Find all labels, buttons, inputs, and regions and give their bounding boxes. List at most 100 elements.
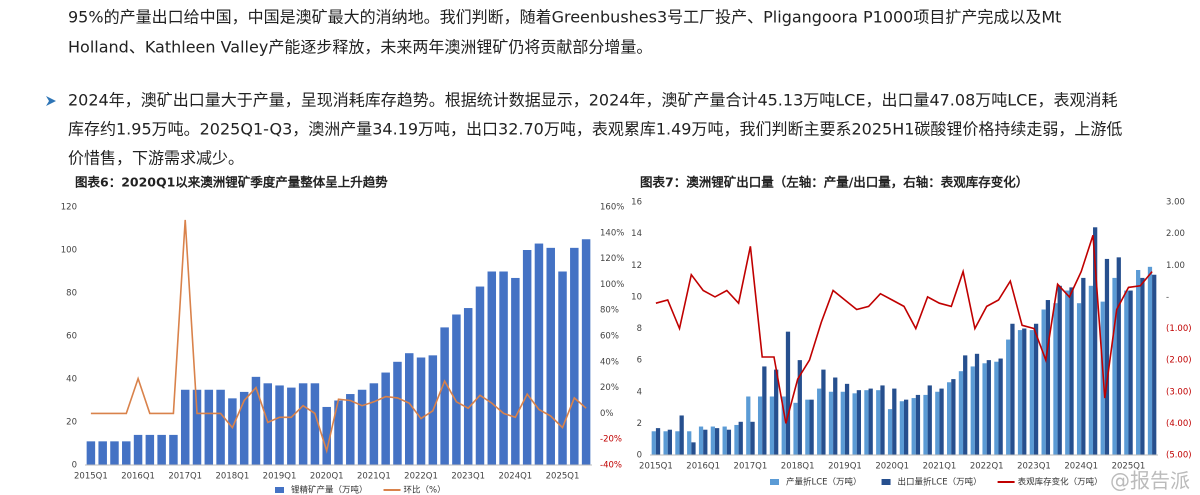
bar bbox=[663, 431, 668, 455]
x-tick-label: 2019Q1 bbox=[263, 472, 297, 482]
bar bbox=[840, 391, 845, 455]
y2-tick-label: -40% bbox=[600, 461, 622, 471]
bar bbox=[974, 353, 980, 455]
chart-title: 图表6：2020Q1以来澳洲锂矿季度产量整体呈上升趋势 bbox=[75, 175, 388, 190]
bar bbox=[864, 390, 869, 455]
x-tick-label: 2021Q1 bbox=[923, 462, 957, 472]
bar bbox=[939, 388, 944, 455]
x-tick-label: 2023Q1 bbox=[451, 472, 485, 482]
bar bbox=[1104, 258, 1110, 455]
bar bbox=[947, 382, 952, 455]
bar bbox=[880, 385, 885, 455]
x-tick-label: 2016Q1 bbox=[686, 462, 720, 472]
bar bbox=[1057, 285, 1062, 455]
legend-label: 锂精矿产量（万吨） bbox=[291, 485, 368, 495]
bar bbox=[1076, 303, 1082, 455]
bar bbox=[1065, 290, 1070, 455]
bar bbox=[381, 372, 390, 465]
bar bbox=[346, 394, 355, 465]
x-tick-label: 2025Q1 bbox=[546, 472, 580, 482]
paragraph-line: 价惜售，下游需求减少。 bbox=[68, 149, 244, 168]
bar bbox=[844, 383, 850, 455]
bar bbox=[1088, 285, 1094, 455]
y2-tick-label: - bbox=[1166, 292, 1169, 302]
bar bbox=[1017, 330, 1023, 455]
bar bbox=[393, 361, 402, 465]
bar bbox=[334, 400, 343, 465]
bar bbox=[263, 383, 273, 465]
bar bbox=[698, 426, 704, 455]
y2-tick-label: 2.00 bbox=[1166, 229, 1185, 239]
bar bbox=[86, 441, 96, 465]
bar bbox=[734, 424, 739, 455]
bar bbox=[722, 426, 727, 455]
watermark: @报告派 bbox=[1110, 469, 1190, 493]
bar bbox=[797, 360, 802, 455]
bar bbox=[821, 369, 826, 455]
y-tick-label: 20 bbox=[66, 418, 77, 428]
bar bbox=[463, 308, 473, 465]
x-tick-label: 2024Q1 bbox=[1064, 462, 1098, 472]
bar bbox=[511, 277, 520, 465]
bar bbox=[157, 434, 166, 465]
bar bbox=[781, 396, 786, 455]
line-series bbox=[655, 234, 1153, 424]
y-tick-label: 12 bbox=[631, 261, 642, 271]
bar bbox=[817, 388, 822, 455]
paragraph-line: 库存约1.95万吨。2025Q1-Q3，澳洲产量34.19万吨，出口32.70万… bbox=[68, 120, 1122, 139]
bar bbox=[785, 331, 791, 455]
bar bbox=[499, 271, 508, 465]
y2-tick-label: -20% bbox=[600, 435, 622, 445]
line-series bbox=[90, 219, 587, 454]
bar bbox=[970, 366, 975, 455]
bar bbox=[1010, 323, 1015, 455]
bar bbox=[769, 396, 775, 455]
y2-tick-label: (2.00) bbox=[1166, 356, 1192, 366]
y-tick-label: 16 bbox=[631, 198, 642, 208]
bar bbox=[892, 388, 897, 455]
bar bbox=[487, 271, 497, 465]
bar bbox=[691, 442, 696, 455]
bar bbox=[322, 406, 331, 465]
y2-tick-label: (1.00) bbox=[1166, 324, 1192, 334]
bar bbox=[899, 401, 904, 455]
bar bbox=[774, 369, 779, 455]
bar bbox=[1147, 266, 1153, 455]
bar bbox=[452, 314, 461, 465]
bar bbox=[793, 402, 798, 455]
y2-tick-label: 100% bbox=[600, 280, 624, 290]
bar bbox=[287, 387, 296, 465]
legend-label: 产量折LCE（万吨） bbox=[786, 477, 862, 488]
legend-swatch bbox=[275, 487, 284, 493]
bar bbox=[951, 379, 956, 455]
y2-tick-label: 60% bbox=[600, 332, 619, 342]
y-tick-label: 10 bbox=[631, 292, 642, 302]
bar bbox=[204, 389, 214, 465]
legend-label: 环比（%） bbox=[404, 485, 446, 495]
bar bbox=[475, 286, 485, 465]
y2-tick-label: (3.00) bbox=[1166, 387, 1192, 397]
y-tick-label: 100 bbox=[61, 246, 77, 256]
bar bbox=[298, 383, 308, 465]
x-tick-label: 2015Q1 bbox=[639, 462, 673, 472]
y-tick-label: 8 bbox=[637, 324, 642, 334]
bar bbox=[809, 399, 814, 455]
x-tick-label: 2017Q1 bbox=[734, 462, 768, 472]
x-tick-label: 2022Q1 bbox=[404, 472, 438, 482]
bar bbox=[1053, 303, 1058, 455]
legend-label: 表观库存变化（万吨） bbox=[1018, 477, 1103, 488]
bar bbox=[1022, 328, 1027, 455]
bar bbox=[404, 353, 414, 465]
bar bbox=[1116, 257, 1121, 455]
bar bbox=[110, 441, 119, 465]
bar bbox=[1136, 269, 1141, 455]
x-tick-label: 2023Q1 bbox=[1017, 462, 1051, 472]
bar bbox=[805, 399, 810, 455]
bar bbox=[710, 426, 715, 455]
x-tick-label: 2015Q1 bbox=[74, 472, 108, 482]
bar bbox=[911, 398, 916, 455]
x-tick-label: 2020Q1 bbox=[310, 472, 344, 482]
bar bbox=[251, 376, 261, 465]
bar bbox=[369, 383, 379, 465]
bullet bbox=[46, 96, 56, 106]
